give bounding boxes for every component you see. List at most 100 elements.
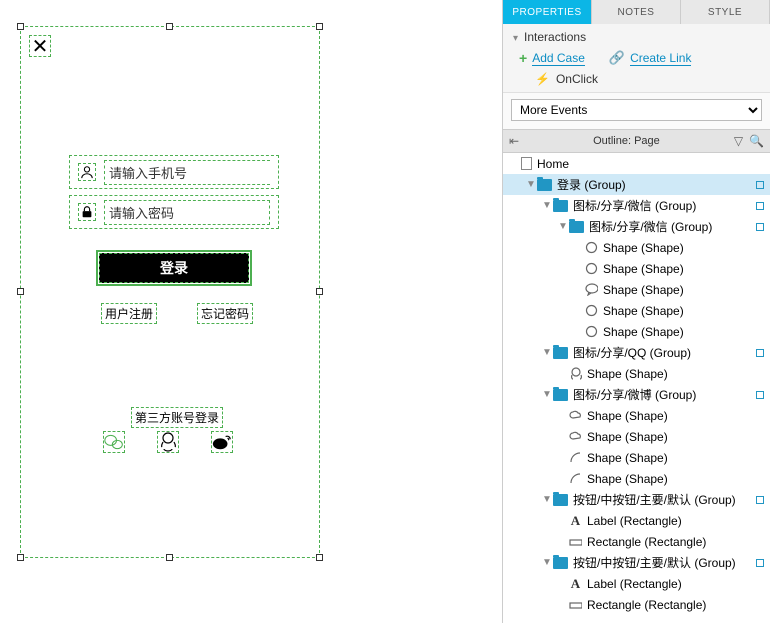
design-canvas: ✕ 请输入手机号 请输入密码 登录 用户注册 忘记密码 第三方账号登录 bbox=[0, 0, 502, 623]
tree-row[interactable]: Shape (Shape) bbox=[503, 279, 770, 300]
filter-icon[interactable]: ▽ bbox=[734, 134, 743, 148]
register-link[interactable]: 用户注册 bbox=[101, 303, 157, 324]
tree-label: Shape (Shape) bbox=[603, 325, 684, 339]
expand-toggle[interactable]: ▼ bbox=[557, 221, 569, 232]
tree-row[interactable]: ▼ 登录 (Group) bbox=[503, 174, 770, 195]
tree-label: Rectangle (Rectangle) bbox=[587, 535, 706, 549]
tree-label: Shape (Shape) bbox=[587, 367, 668, 381]
note-flag-icon bbox=[756, 223, 764, 231]
resize-handle[interactable] bbox=[316, 288, 323, 295]
tree-row[interactable]: Shape (Shape) bbox=[503, 237, 770, 258]
close-icon[interactable]: ✕ bbox=[29, 35, 51, 57]
wechat-icon[interactable] bbox=[103, 431, 125, 453]
tree-row[interactable]: ALabel (Rectangle) bbox=[503, 510, 770, 531]
resize-handle[interactable] bbox=[166, 554, 173, 561]
tree-row[interactable]: Shape (Shape) bbox=[503, 300, 770, 321]
tree-row[interactable]: ▼ 按钮/中按钮/主要/默认 (Group) bbox=[503, 552, 770, 573]
tree-row[interactable]: Shape (Shape) bbox=[503, 468, 770, 489]
tab-properties[interactable]: PROPERTIES bbox=[503, 0, 592, 24]
tree-label: Shape (Shape) bbox=[603, 304, 684, 318]
tree-label: 图标/分享/微信 (Group) bbox=[573, 197, 696, 214]
tab-notes[interactable]: NOTES bbox=[592, 0, 681, 24]
chevron-down-icon bbox=[513, 30, 518, 44]
interactions-title: Interactions bbox=[524, 30, 586, 44]
tree-label: 登录 (Group) bbox=[557, 176, 626, 193]
user-icon bbox=[78, 163, 96, 181]
create-link-link[interactable]: Create Link bbox=[630, 51, 691, 66]
tree-row[interactable]: Shape (Shape) bbox=[503, 258, 770, 279]
tree-label: Shape (Shape) bbox=[587, 409, 668, 423]
plus-icon: + bbox=[519, 50, 527, 66]
note-flag-icon bbox=[756, 496, 764, 504]
bolt-icon: ⚡ bbox=[535, 72, 550, 86]
tree-label: Shape (Shape) bbox=[587, 430, 668, 444]
expand-toggle[interactable]: ▼ bbox=[541, 389, 553, 400]
tree-label: 图标/分享/微博 (Group) bbox=[573, 386, 696, 403]
note-flag-icon bbox=[756, 202, 764, 210]
password-input[interactable]: 请输入密码 bbox=[69, 195, 279, 229]
expand-toggle[interactable]: ▼ bbox=[525, 179, 537, 190]
collapse-icon[interactable]: ⇤ bbox=[509, 134, 519, 148]
expand-toggle[interactable]: ▼ bbox=[541, 494, 553, 505]
onclick-label: OnClick bbox=[556, 72, 598, 86]
interactions-section: Interactions + Add Case 🔗 Create Link ⚡ … bbox=[503, 24, 770, 93]
tree-row[interactable]: Shape (Shape) bbox=[503, 426, 770, 447]
tree-label: Shape (Shape) bbox=[587, 451, 668, 465]
social-icons-row bbox=[103, 431, 233, 453]
link-icon: 🔗 bbox=[609, 50, 625, 66]
artboard-login[interactable]: ✕ 请输入手机号 请输入密码 登录 用户注册 忘记密码 第三方账号登录 bbox=[20, 26, 320, 558]
tree-label: Label (Rectangle) bbox=[587, 514, 682, 528]
outline-title: Outline: Page bbox=[525, 135, 728, 147]
search-icon[interactable]: 🔍 bbox=[749, 134, 764, 148]
tree-row[interactable]: ▼ 图标/分享/微博 (Group) bbox=[503, 384, 770, 405]
interactions-header[interactable]: Interactions bbox=[513, 30, 760, 44]
tree-label: Shape (Shape) bbox=[587, 472, 668, 486]
tree-row[interactable]: Shape (Shape) bbox=[503, 447, 770, 468]
tree-row[interactable]: Shape (Shape) bbox=[503, 321, 770, 342]
resize-handle[interactable] bbox=[316, 23, 323, 30]
tree-row[interactable]: ▼ 按钮/中按钮/主要/默认 (Group) bbox=[503, 489, 770, 510]
weibo-icon[interactable] bbox=[211, 431, 233, 453]
note-flag-icon bbox=[756, 181, 764, 189]
outline-tree[interactable]: Home ▼ 登录 (Group) ▼ 图标/分享/微信 (Group) ▼ 图标/分享/微… bbox=[503, 153, 770, 623]
onclick-event[interactable]: ⚡ OnClick bbox=[513, 68, 760, 86]
phone-input[interactable]: 请输入手机号 bbox=[69, 155, 279, 189]
note-flag-icon bbox=[756, 559, 764, 567]
tree-row[interactable]: Shape (Shape) bbox=[503, 363, 770, 384]
more-events-dropdown[interactable]: More Events bbox=[511, 99, 762, 121]
expand-toggle[interactable]: ▼ bbox=[541, 557, 553, 568]
tree-row[interactable]: ▼ 图标/分享/微信 (Group) bbox=[503, 195, 770, 216]
phone-placeholder: 请输入手机号 bbox=[104, 160, 270, 185]
note-flag-icon bbox=[756, 349, 764, 357]
tree-label: Rectangle (Rectangle) bbox=[587, 598, 706, 612]
resize-handle[interactable] bbox=[17, 288, 24, 295]
tree-row[interactable]: Shape (Shape) bbox=[503, 405, 770, 426]
tree-label: 按钮/中按钮/主要/默认 (Group) bbox=[573, 554, 736, 571]
tree-row[interactable]: Rectangle (Rectangle) bbox=[503, 531, 770, 552]
outline-header: ⇤ Outline: Page ▽ 🔍 bbox=[503, 129, 770, 153]
tree-row[interactable]: Home bbox=[503, 153, 770, 174]
tree-row[interactable]: ▼图标/分享/QQ (Group) bbox=[503, 342, 770, 363]
resize-handle[interactable] bbox=[316, 554, 323, 561]
tree-row[interactable]: ALabel (Rectangle) bbox=[503, 573, 770, 594]
add-case-link[interactable]: Add Case bbox=[532, 51, 585, 66]
tree-label: Shape (Shape) bbox=[603, 262, 684, 276]
expand-toggle[interactable]: ▼ bbox=[541, 347, 553, 358]
more-events-select[interactable]: More Events bbox=[511, 99, 762, 121]
forgot-password-link[interactable]: 忘记密码 bbox=[197, 303, 253, 324]
third-party-title: 第三方账号登录 bbox=[131, 407, 223, 428]
resize-handle[interactable] bbox=[17, 23, 24, 30]
inspector-panel: PROPERTIES NOTES STYLE Interactions + Ad… bbox=[502, 0, 770, 623]
tree-label: Shape (Shape) bbox=[603, 283, 684, 297]
tree-label: 图标/分享/微信 (Group) bbox=[589, 218, 712, 235]
tab-style[interactable]: STYLE bbox=[681, 0, 770, 24]
tree-row[interactable]: ▼ 图标/分享/微信 (Group) bbox=[503, 216, 770, 237]
tree-label: 按钮/中按钮/主要/默认 (Group) bbox=[573, 491, 736, 508]
inspector-tabs: PROPERTIES NOTES STYLE bbox=[503, 0, 770, 24]
resize-handle[interactable] bbox=[17, 554, 24, 561]
tree-row[interactable]: Rectangle (Rectangle) bbox=[503, 594, 770, 615]
qq-icon[interactable] bbox=[157, 431, 179, 453]
login-button[interactable]: 登录 bbox=[99, 253, 249, 283]
expand-toggle[interactable]: ▼ bbox=[541, 200, 553, 211]
resize-handle[interactable] bbox=[166, 23, 173, 30]
